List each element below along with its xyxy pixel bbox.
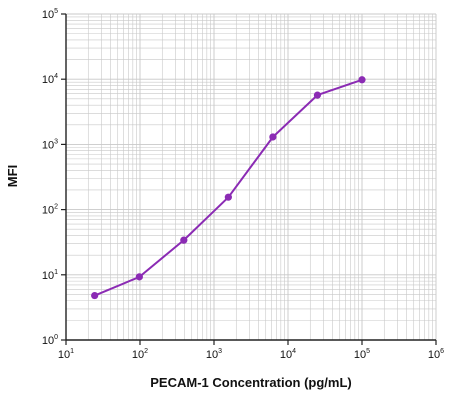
series-line <box>94 78 363 297</box>
data-point <box>180 236 188 244</box>
y-tick-label: 103 <box>42 138 58 151</box>
series <box>91 76 366 300</box>
x-tick-label: 102 <box>132 348 148 361</box>
data-point <box>313 91 322 99</box>
x-tick-label: 105 <box>354 348 370 361</box>
x-tick-label: 103 <box>206 348 222 361</box>
y-axis-title: MFI <box>5 165 20 187</box>
data-point <box>91 291 99 300</box>
x-tick-label: 104 <box>280 348 296 361</box>
data-point <box>358 76 366 84</box>
data-point <box>224 193 232 201</box>
y-tick-label: 102 <box>42 204 58 217</box>
axes <box>61 13 437 345</box>
x-tick-label: 106 <box>428 348 444 361</box>
y-tick-label: 105 <box>42 8 58 21</box>
y-tick-label: 100 <box>42 334 58 347</box>
data-point <box>135 273 143 281</box>
y-tick-label: 104 <box>42 73 58 86</box>
x-axis-title: PECAM-1 Concentration (pg/mL) <box>150 375 352 390</box>
x-tick-label: 101 <box>58 348 74 361</box>
data-point <box>269 133 277 141</box>
grid <box>65 13 437 341</box>
y-tick-label: 101 <box>42 269 58 282</box>
